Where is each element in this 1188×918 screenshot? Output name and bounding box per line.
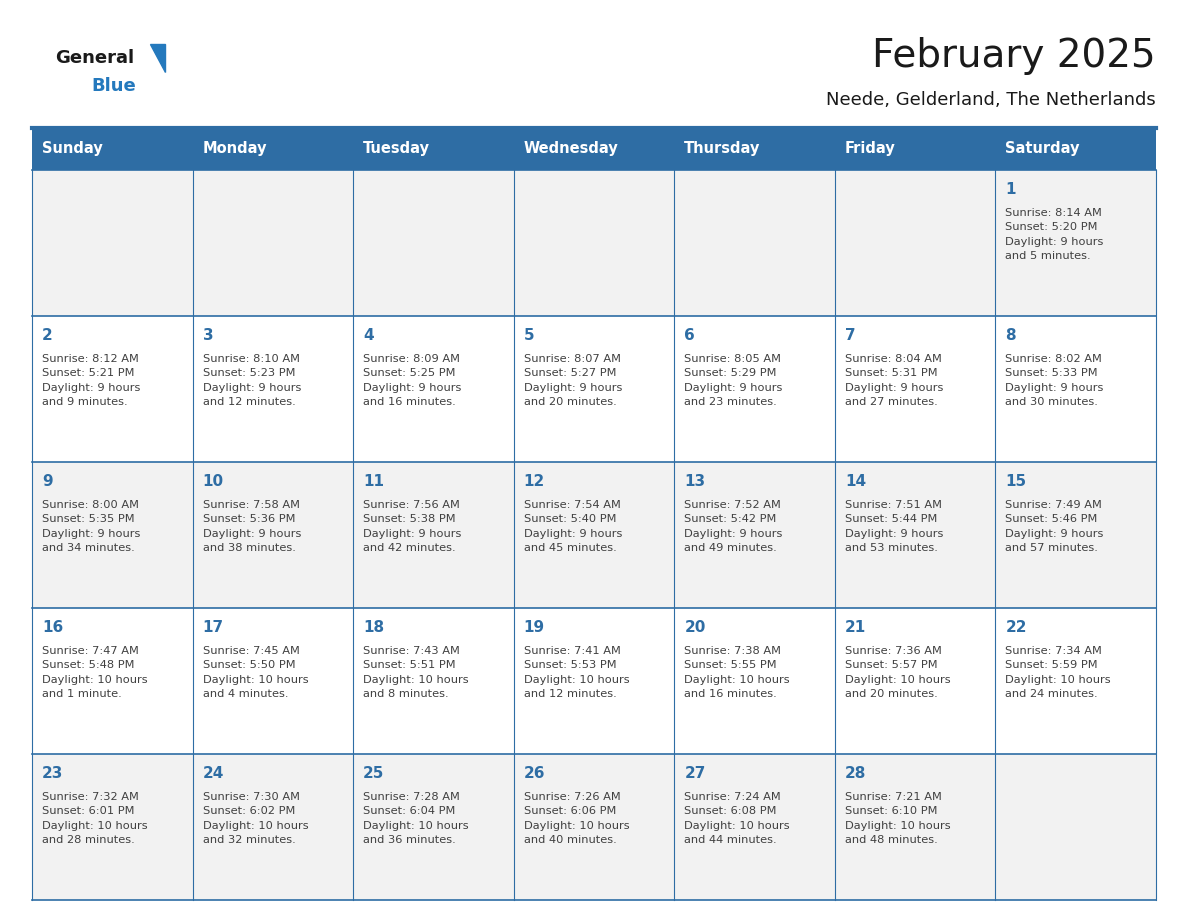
Text: 9: 9 — [42, 474, 52, 489]
Text: Saturday: Saturday — [1005, 141, 1080, 156]
Text: Sunrise: 7:28 AM
Sunset: 6:04 PM
Daylight: 10 hours
and 36 minutes.: Sunrise: 7:28 AM Sunset: 6:04 PM Dayligh… — [364, 792, 469, 845]
Text: 18: 18 — [364, 620, 384, 635]
Text: 3: 3 — [203, 328, 213, 343]
Text: 15: 15 — [1005, 474, 1026, 489]
Text: Sunrise: 7:38 AM
Sunset: 5:55 PM
Daylight: 10 hours
and 16 minutes.: Sunrise: 7:38 AM Sunset: 5:55 PM Dayligh… — [684, 646, 790, 700]
Bar — [32, 128, 1156, 170]
Text: February 2025: February 2025 — [872, 37, 1156, 75]
Text: Thursday: Thursday — [684, 141, 760, 156]
Text: Sunrise: 8:12 AM
Sunset: 5:21 PM
Daylight: 9 hours
and 9 minutes.: Sunrise: 8:12 AM Sunset: 5:21 PM Dayligh… — [42, 354, 140, 408]
Text: 11: 11 — [364, 474, 384, 489]
Text: Sunrise: 7:51 AM
Sunset: 5:44 PM
Daylight: 9 hours
and 53 minutes.: Sunrise: 7:51 AM Sunset: 5:44 PM Dayligh… — [845, 500, 943, 554]
Text: 12: 12 — [524, 474, 545, 489]
Text: 5: 5 — [524, 328, 535, 343]
Text: 13: 13 — [684, 474, 706, 489]
Text: Sunrise: 7:36 AM
Sunset: 5:57 PM
Daylight: 10 hours
and 20 minutes.: Sunrise: 7:36 AM Sunset: 5:57 PM Dayligh… — [845, 646, 950, 700]
Text: 4: 4 — [364, 328, 374, 343]
Text: 17: 17 — [203, 620, 223, 635]
Text: 6: 6 — [684, 328, 695, 343]
Text: Sunrise: 7:30 AM
Sunset: 6:02 PM
Daylight: 10 hours
and 32 minutes.: Sunrise: 7:30 AM Sunset: 6:02 PM Dayligh… — [203, 792, 308, 845]
Text: Monday: Monday — [203, 141, 267, 156]
Text: 16: 16 — [42, 620, 63, 635]
Text: Sunrise: 8:00 AM
Sunset: 5:35 PM
Daylight: 9 hours
and 34 minutes.: Sunrise: 8:00 AM Sunset: 5:35 PM Dayligh… — [42, 500, 140, 554]
Text: Sunrise: 7:26 AM
Sunset: 6:06 PM
Daylight: 10 hours
and 40 minutes.: Sunrise: 7:26 AM Sunset: 6:06 PM Dayligh… — [524, 792, 630, 845]
Text: Sunrise: 8:02 AM
Sunset: 5:33 PM
Daylight: 9 hours
and 30 minutes.: Sunrise: 8:02 AM Sunset: 5:33 PM Dayligh… — [1005, 354, 1104, 408]
Text: Sunrise: 7:49 AM
Sunset: 5:46 PM
Daylight: 9 hours
and 57 minutes.: Sunrise: 7:49 AM Sunset: 5:46 PM Dayligh… — [1005, 500, 1104, 554]
Bar — [32, 754, 1156, 900]
Text: 26: 26 — [524, 766, 545, 781]
Bar — [32, 608, 1156, 754]
Text: Sunrise: 7:56 AM
Sunset: 5:38 PM
Daylight: 9 hours
and 42 minutes.: Sunrise: 7:56 AM Sunset: 5:38 PM Dayligh… — [364, 500, 461, 554]
Text: Sunrise: 8:07 AM
Sunset: 5:27 PM
Daylight: 9 hours
and 20 minutes.: Sunrise: 8:07 AM Sunset: 5:27 PM Dayligh… — [524, 354, 623, 408]
Text: 22: 22 — [1005, 620, 1026, 635]
Text: Sunrise: 7:52 AM
Sunset: 5:42 PM
Daylight: 9 hours
and 49 minutes.: Sunrise: 7:52 AM Sunset: 5:42 PM Dayligh… — [684, 500, 783, 554]
Text: 25: 25 — [364, 766, 385, 781]
Text: 28: 28 — [845, 766, 866, 781]
Bar — [32, 462, 1156, 608]
Bar — [32, 316, 1156, 462]
Text: 24: 24 — [203, 766, 225, 781]
Text: Sunrise: 7:47 AM
Sunset: 5:48 PM
Daylight: 10 hours
and 1 minute.: Sunrise: 7:47 AM Sunset: 5:48 PM Dayligh… — [42, 646, 147, 700]
Text: Tuesday: Tuesday — [364, 141, 430, 156]
Text: Sunday: Sunday — [42, 141, 102, 156]
Text: 20: 20 — [684, 620, 706, 635]
Polygon shape — [150, 44, 165, 72]
Text: 27: 27 — [684, 766, 706, 781]
Text: General: General — [55, 49, 134, 67]
Text: Sunrise: 7:34 AM
Sunset: 5:59 PM
Daylight: 10 hours
and 24 minutes.: Sunrise: 7:34 AM Sunset: 5:59 PM Dayligh… — [1005, 646, 1111, 700]
Text: Sunrise: 7:58 AM
Sunset: 5:36 PM
Daylight: 9 hours
and 38 minutes.: Sunrise: 7:58 AM Sunset: 5:36 PM Dayligh… — [203, 500, 301, 554]
Text: Neede, Gelderland, The Netherlands: Neede, Gelderland, The Netherlands — [826, 91, 1156, 109]
Text: 2: 2 — [42, 328, 52, 343]
Text: Sunrise: 7:45 AM
Sunset: 5:50 PM
Daylight: 10 hours
and 4 minutes.: Sunrise: 7:45 AM Sunset: 5:50 PM Dayligh… — [203, 646, 308, 700]
Text: Sunrise: 7:21 AM
Sunset: 6:10 PM
Daylight: 10 hours
and 48 minutes.: Sunrise: 7:21 AM Sunset: 6:10 PM Dayligh… — [845, 792, 950, 845]
Text: Sunrise: 7:24 AM
Sunset: 6:08 PM
Daylight: 10 hours
and 44 minutes.: Sunrise: 7:24 AM Sunset: 6:08 PM Dayligh… — [684, 792, 790, 845]
Text: Sunrise: 8:14 AM
Sunset: 5:20 PM
Daylight: 9 hours
and 5 minutes.: Sunrise: 8:14 AM Sunset: 5:20 PM Dayligh… — [1005, 208, 1104, 262]
Text: 1: 1 — [1005, 182, 1016, 197]
Text: Sunrise: 8:09 AM
Sunset: 5:25 PM
Daylight: 9 hours
and 16 minutes.: Sunrise: 8:09 AM Sunset: 5:25 PM Dayligh… — [364, 354, 461, 408]
Text: 7: 7 — [845, 328, 855, 343]
Text: 23: 23 — [42, 766, 63, 781]
Text: Sunrise: 8:04 AM
Sunset: 5:31 PM
Daylight: 9 hours
and 27 minutes.: Sunrise: 8:04 AM Sunset: 5:31 PM Dayligh… — [845, 354, 943, 408]
Text: Sunrise: 7:43 AM
Sunset: 5:51 PM
Daylight: 10 hours
and 8 minutes.: Sunrise: 7:43 AM Sunset: 5:51 PM Dayligh… — [364, 646, 469, 700]
Text: 14: 14 — [845, 474, 866, 489]
Text: Blue: Blue — [91, 77, 135, 95]
Text: 19: 19 — [524, 620, 545, 635]
Text: Sunrise: 7:32 AM
Sunset: 6:01 PM
Daylight: 10 hours
and 28 minutes.: Sunrise: 7:32 AM Sunset: 6:01 PM Dayligh… — [42, 792, 147, 845]
Text: Sunrise: 8:10 AM
Sunset: 5:23 PM
Daylight: 9 hours
and 12 minutes.: Sunrise: 8:10 AM Sunset: 5:23 PM Dayligh… — [203, 354, 301, 408]
Text: Wednesday: Wednesday — [524, 141, 619, 156]
Text: 8: 8 — [1005, 328, 1016, 343]
Text: Sunrise: 7:41 AM
Sunset: 5:53 PM
Daylight: 10 hours
and 12 minutes.: Sunrise: 7:41 AM Sunset: 5:53 PM Dayligh… — [524, 646, 630, 700]
Text: Sunrise: 8:05 AM
Sunset: 5:29 PM
Daylight: 9 hours
and 23 minutes.: Sunrise: 8:05 AM Sunset: 5:29 PM Dayligh… — [684, 354, 783, 408]
Text: 10: 10 — [203, 474, 223, 489]
Text: Friday: Friday — [845, 141, 896, 156]
Text: 21: 21 — [845, 620, 866, 635]
Text: Sunrise: 7:54 AM
Sunset: 5:40 PM
Daylight: 9 hours
and 45 minutes.: Sunrise: 7:54 AM Sunset: 5:40 PM Dayligh… — [524, 500, 623, 554]
Bar — [32, 170, 1156, 316]
